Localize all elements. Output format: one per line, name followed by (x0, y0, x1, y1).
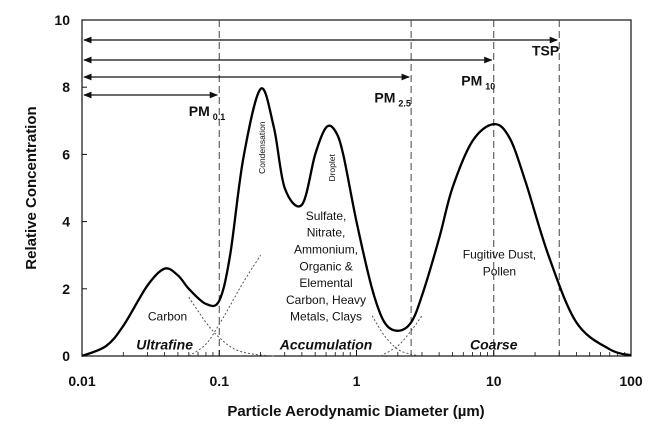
y-tick-label-8: 8 (62, 79, 70, 95)
annotation-droplet: Droplet (327, 154, 337, 182)
x-tick-label-0-01: 0.01 (68, 373, 95, 389)
mode-tail-curve-2 (188, 296, 274, 357)
annotation-metals-clays: Metals, Clays (290, 310, 362, 324)
mode-tail-curve-3 (371, 315, 423, 357)
range-pm-2-5-label: PM 2.5 (374, 89, 411, 108)
annotation-organic: Organic & (299, 259, 352, 273)
range-pm-0-1-label: PM 0.1 (189, 103, 226, 122)
annotation-accumulation: Accumulation (279, 336, 373, 352)
range-tsp-label: TSP (532, 42, 559, 58)
x-tick-label-100: 100 (619, 373, 643, 389)
x-tick-label-0-1: 0.1 (210, 373, 230, 389)
mode-tail-curve-4 (380, 315, 423, 357)
annotation-pollen: Pollen (483, 264, 516, 278)
y-axis-ticks: 0 2 4 6 8 10 (54, 12, 87, 364)
y-axis-title: Relative Concentration (23, 106, 40, 269)
annotation-elemental: Elemental (299, 276, 352, 290)
annotations: Carbon Ultrafine Accumulation Coarse Condens… (136, 121, 536, 352)
y-tick-label-2: 2 (62, 281, 70, 297)
annotation-nitrate: Nitrate, (307, 226, 346, 240)
annotation-sulfate: Sulfate, (306, 209, 347, 223)
annotation-carbon-heavy: Carbon, Heavy (286, 293, 366, 307)
x-tick-label-10: 10 (486, 373, 502, 389)
size-range-arrows: TSP PM 10 PM 2.5 PM 0.1 (83, 36, 559, 122)
x-axis-ticks: 0.01 0.1 1 10 100 (68, 350, 643, 389)
y-tick-label-0: 0 (62, 348, 70, 364)
annotation-ammonium: Ammonium, (294, 243, 358, 257)
annotation-carbon: Carbon (148, 310, 187, 324)
y-tick-label-4: 4 (62, 214, 70, 230)
mode-tail-curve-1 (188, 254, 262, 357)
distribution-curve (81, 87, 632, 358)
annotation-coarse: Coarse (470, 336, 518, 352)
series-lines (81, 87, 632, 358)
x-tick-label-1: 1 (353, 373, 361, 389)
cut-lines (218, 20, 560, 356)
y-tick-label-10: 10 (54, 12, 70, 28)
y-tick-label-6: 6 (62, 146, 70, 162)
annotation-fugitive-dust: Fugitive Dust, (463, 248, 536, 262)
range-pm-10-label: PM 10 (461, 73, 495, 92)
x-axis-title: Particle Aerodynamic Diameter (µm) (227, 403, 484, 420)
annotation-condensation: Condensation (257, 121, 267, 174)
annotation-ultrafine: Ultrafine (136, 336, 193, 352)
